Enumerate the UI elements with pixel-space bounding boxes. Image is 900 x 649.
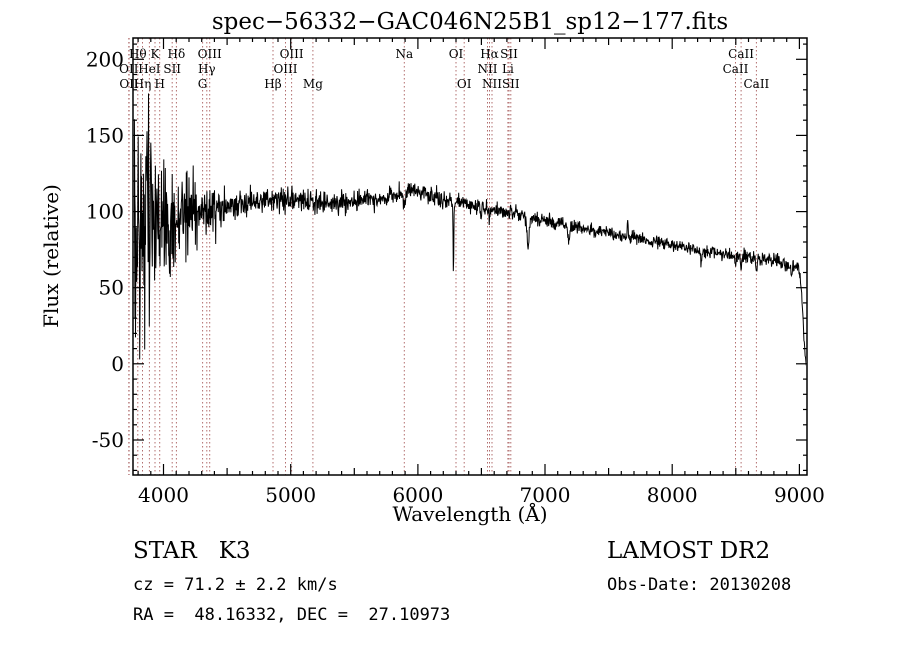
spectral-line-label: NII bbox=[478, 62, 498, 76]
spectral-line-label: Hβ bbox=[264, 77, 281, 91]
spectral-line-label: Hη bbox=[134, 77, 152, 91]
spectral-line-labels: OIIOIIHθHηHeIKHSIIHδGHγOIIIHβOIIIOIIIMgN… bbox=[119, 47, 769, 91]
classification-label: STAR K3 bbox=[133, 538, 251, 564]
y-tick-label: 50 bbox=[99, 276, 124, 300]
x-tick-label: 5000 bbox=[265, 483, 316, 507]
generated-plot-layer: OIIOIIHθHηHeIKHSIIHδGHγOIIIHβOIIIOIIIMgN… bbox=[86, 37, 825, 507]
y-tick-label: 150 bbox=[86, 123, 124, 147]
spectral-line-label: Hγ bbox=[198, 62, 216, 76]
spectral-line-label: SII bbox=[500, 47, 518, 61]
spectral-line-label: NII bbox=[482, 77, 502, 91]
spectral-line-label: Mg bbox=[303, 77, 323, 91]
chart-title: spec−56332−GAC046N25B1_sp12−177.fits bbox=[212, 9, 728, 35]
x-axis-label: Wavelength (Å) bbox=[392, 501, 547, 526]
spectral-line-label: OIII bbox=[280, 47, 304, 61]
spectral-line-label: OII bbox=[119, 62, 139, 76]
spectrum-path bbox=[134, 93, 806, 366]
spectral-line-label: OII bbox=[119, 77, 139, 91]
spectrum-trace bbox=[134, 93, 806, 366]
x-tick-label: 7000 bbox=[520, 483, 571, 507]
spectral-line-label: K bbox=[151, 47, 161, 61]
x-tick-label: 8000 bbox=[647, 483, 698, 507]
y-tick-label: 100 bbox=[86, 200, 124, 224]
x-tick-label: 9000 bbox=[774, 483, 825, 507]
spectral-line-label: SII bbox=[502, 77, 520, 91]
spectral-line-markers bbox=[128, 38, 757, 475]
spectral-line-label: Na bbox=[395, 47, 413, 61]
spectral-line-label: OIII bbox=[198, 47, 222, 61]
spectral-line-label: Li bbox=[502, 62, 514, 76]
plot-box bbox=[132, 37, 808, 476]
obs-date-value: Obs-Date: 20130208 bbox=[607, 575, 791, 595]
spectral-line-label: CaII bbox=[728, 47, 754, 61]
x-tick-label: 6000 bbox=[392, 483, 443, 507]
cz-value: cz = 71.2 ± 2.2 km/s bbox=[133, 575, 338, 595]
spectral-line-label: SII bbox=[163, 62, 181, 76]
y-axis-label: Flux (relative) bbox=[39, 184, 63, 328]
spectral-line-label: Hδ bbox=[168, 47, 186, 61]
spectral-line-label: OI bbox=[457, 77, 472, 91]
spectral-line-label: H bbox=[154, 77, 164, 91]
y-tick-label: 0 bbox=[111, 352, 124, 376]
spectral-line-label: CaII bbox=[723, 62, 749, 76]
survey-label: LAMOST DR2 bbox=[607, 538, 770, 564]
y-tick-label: 200 bbox=[86, 47, 124, 71]
axes: 4000 5000 6000 7000 8000 9000 -50 0 50 100 150 200 bbox=[86, 37, 825, 507]
y-tick-label: -50 bbox=[92, 428, 124, 452]
ra-dec-value: RA = 48.16332, DEC = 27.10973 bbox=[133, 605, 450, 625]
spectral-line-label: HeI bbox=[138, 62, 161, 76]
spectral-line-label: G bbox=[198, 77, 208, 91]
spectral-line-label: OI bbox=[449, 47, 464, 61]
spectral-line-label: OIII bbox=[273, 62, 297, 76]
x-tick-label: 4000 bbox=[138, 483, 189, 507]
spectral-line-label: CaII bbox=[743, 77, 769, 91]
spectral-line-label: Hα bbox=[480, 47, 499, 61]
